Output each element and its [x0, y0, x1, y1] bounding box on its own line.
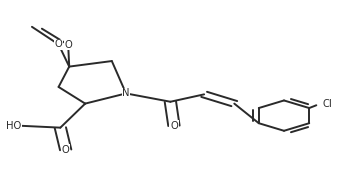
- Text: O: O: [62, 145, 70, 155]
- Text: HO: HO: [6, 121, 21, 131]
- Text: N: N: [122, 88, 130, 98]
- Text: O: O: [170, 121, 178, 131]
- Text: O: O: [55, 39, 62, 49]
- Text: Cl: Cl: [322, 99, 332, 109]
- Text: O: O: [64, 40, 72, 50]
